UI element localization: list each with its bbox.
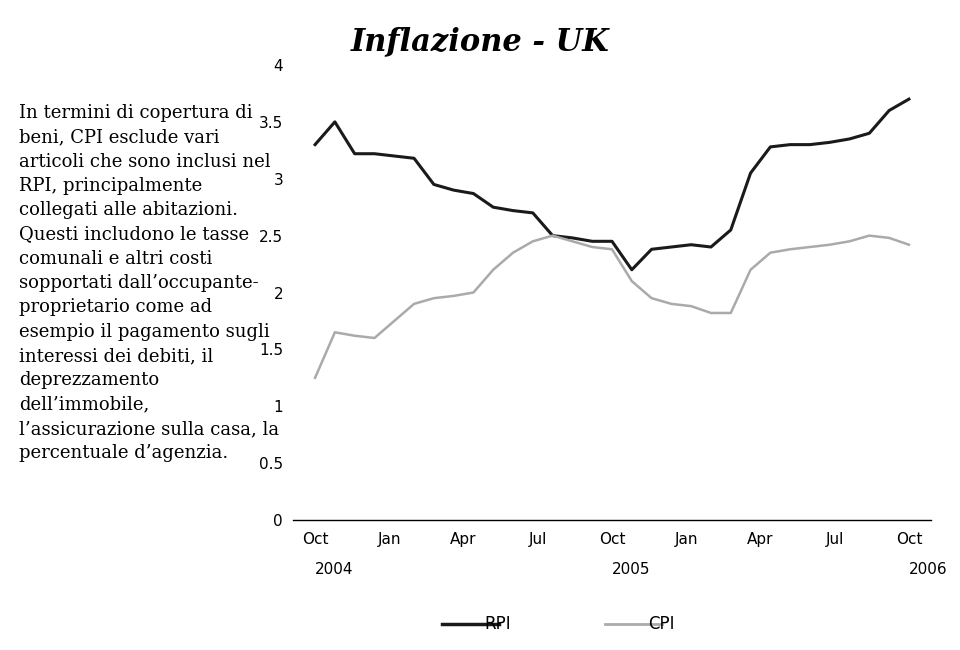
Text: 2006: 2006 [909,562,948,577]
Text: In termini di copertura di
beni, CPI esclude vari
articoli che sono inclusi nel
: In termini di copertura di beni, CPI esc… [19,104,279,462]
Text: 2005: 2005 [612,562,651,577]
Text: Inflazione - UK: Inflazione - UK [350,26,610,57]
Text: RPI: RPI [485,615,512,633]
Text: 2004: 2004 [315,562,353,577]
Text: CPI: CPI [648,615,675,633]
